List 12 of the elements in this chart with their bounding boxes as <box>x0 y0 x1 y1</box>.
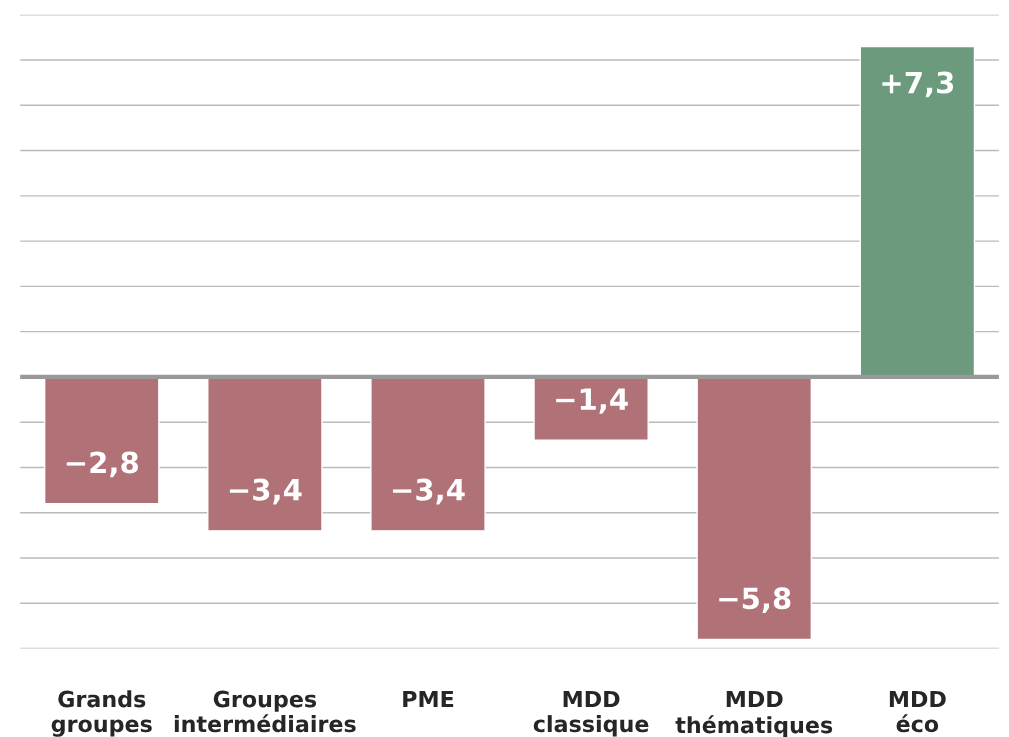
data-label: +7,3 <box>882 71 954 98</box>
data-label: −3,4 <box>229 478 302 505</box>
x-tick-label: Groupes intermédiaires <box>174 690 356 733</box>
data-label: −5,8 <box>719 587 791 614</box>
x-tick-label: Grands groupes <box>51 690 152 737</box>
data-label: −3,4 <box>393 478 465 505</box>
x-tick-label: MDD éco <box>889 690 946 733</box>
x-tick-label: MDD classique <box>533 690 649 737</box>
x-tick-label: PME <box>403 690 454 708</box>
x-tick-label: MDD thématiques <box>675 690 833 737</box>
data-label: −2,8 <box>66 451 138 478</box>
data-label: −1,4 <box>556 388 628 414</box>
